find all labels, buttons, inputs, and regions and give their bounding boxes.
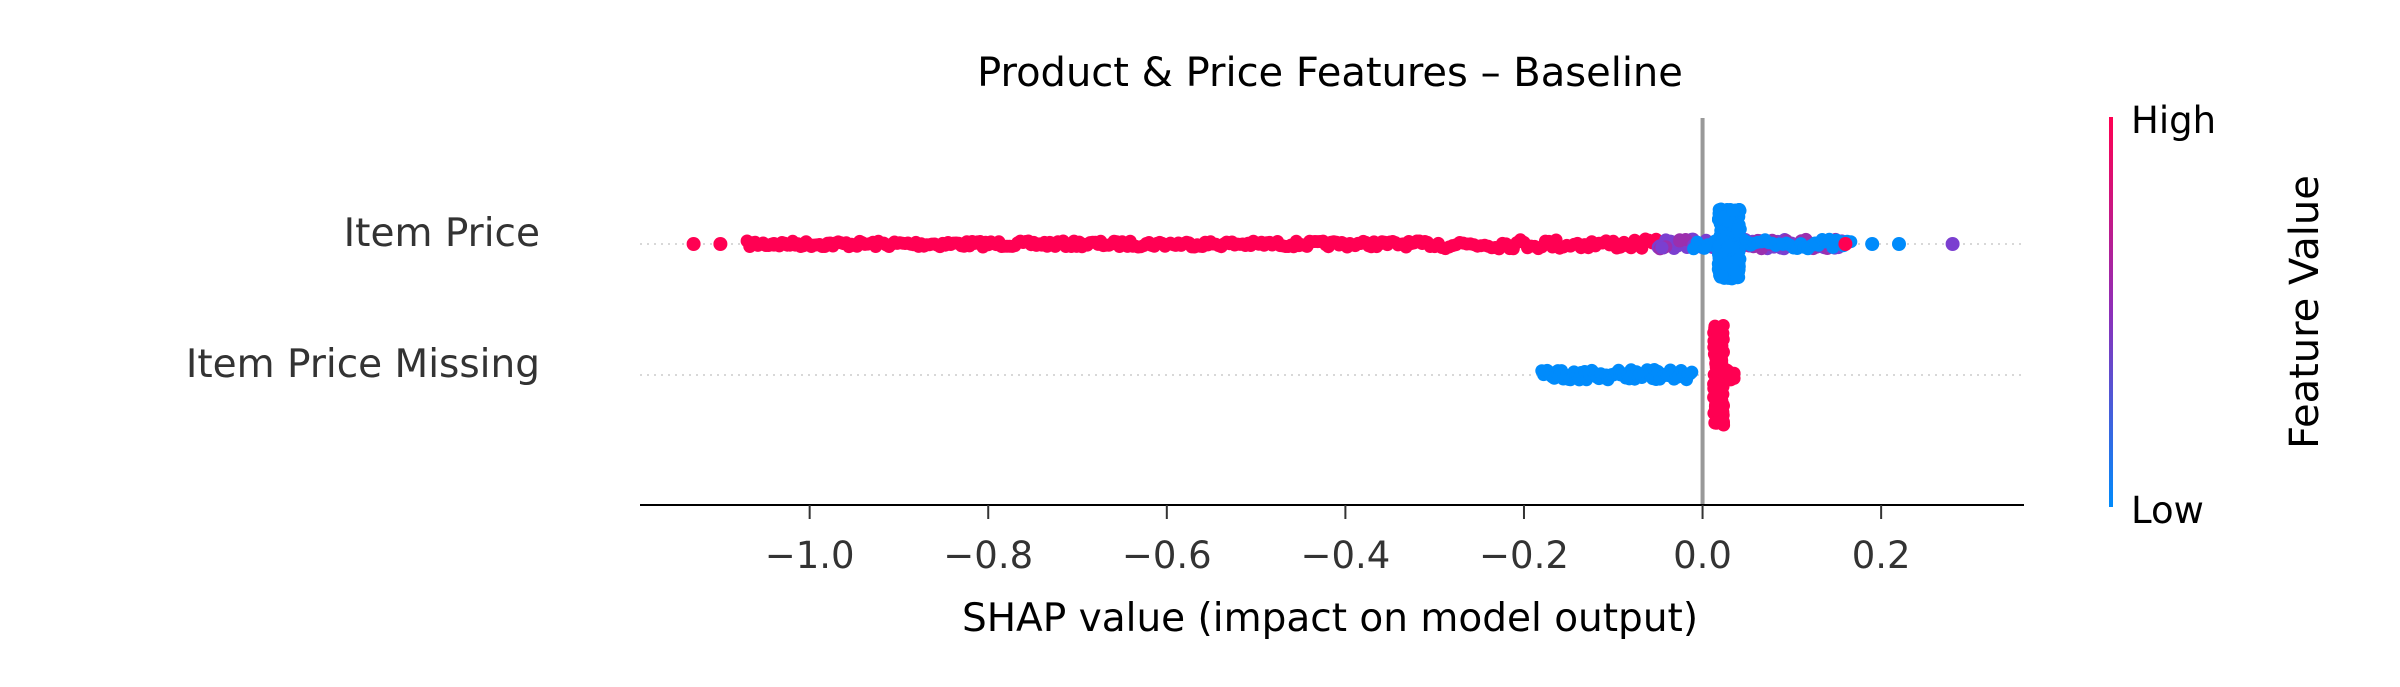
point-item-price-outlier xyxy=(749,237,764,251)
point-item-price-low xyxy=(1715,269,1729,283)
point-item-price-outlier xyxy=(766,237,781,251)
point-item-price-mid xyxy=(1655,241,1669,255)
point-item-price-missing-high xyxy=(1708,321,1722,335)
point-item-price-missing-high xyxy=(1708,403,1722,417)
colorbar-high-label: High xyxy=(2131,99,2216,142)
point-item-price-missing-high xyxy=(1710,416,1724,430)
point-item-price-outlier xyxy=(686,237,701,251)
point-item-price-outlier xyxy=(1945,237,1960,251)
point-item-price-missing-high xyxy=(1718,365,1732,379)
colorbar-title: Feature Value xyxy=(2282,175,2328,449)
point-item-price-outlier xyxy=(784,237,799,251)
point-item-price-missing-low xyxy=(1685,365,1699,379)
x-tick-label: 0.0 xyxy=(1673,534,1732,577)
feature-label-item-price: Item Price xyxy=(344,211,540,256)
point-item-price-missing-high xyxy=(1712,353,1726,367)
x-tick-label: −0.4 xyxy=(1300,534,1390,577)
x-axis-ticks: −1.0 −0.8 −0.6 −0.4 −0.2 0.0 0.2 xyxy=(765,505,1911,577)
chart-title: Product & Price Features – Baseline xyxy=(977,50,1683,96)
point-item-price-outlier xyxy=(713,237,728,251)
feature-label-item-price-missing: Item Price Missing xyxy=(186,342,540,387)
point-item-price-missing-high xyxy=(1712,384,1725,398)
point-item-price-low xyxy=(1726,203,1740,217)
point-item-price-outlier xyxy=(1892,237,1906,251)
colorbar-low-label: Low xyxy=(2131,489,2204,532)
x-tick-label: −0.6 xyxy=(1122,534,1212,577)
point-item-price-low xyxy=(1721,240,1735,254)
data-points xyxy=(686,202,1960,432)
x-tick-label: −0.8 xyxy=(943,534,1033,577)
point-item-price-low xyxy=(1731,222,1745,236)
feature-labels: Item Price Item Price Missing xyxy=(186,211,540,387)
colorbar: High Low Feature Value xyxy=(2109,99,2328,532)
x-tick-label: 0.2 xyxy=(1852,534,1911,577)
point-item-price-outlier xyxy=(1838,237,1853,251)
point-item-price-low xyxy=(1718,258,1732,271)
point-item-price-outlier xyxy=(1865,237,1880,251)
x-tick-label: −0.2 xyxy=(1479,534,1569,577)
x-axis-label: SHAP value (impact on model output) xyxy=(962,596,1698,641)
x-tick-label: −1.0 xyxy=(765,534,855,577)
point-item-price-missing-high xyxy=(1709,340,1723,354)
point-item-price-mid xyxy=(1673,234,1687,248)
point-item-price-low xyxy=(1716,210,1730,224)
feature-row-guides xyxy=(640,243,2024,376)
colorbar-gradient xyxy=(2109,117,2113,507)
